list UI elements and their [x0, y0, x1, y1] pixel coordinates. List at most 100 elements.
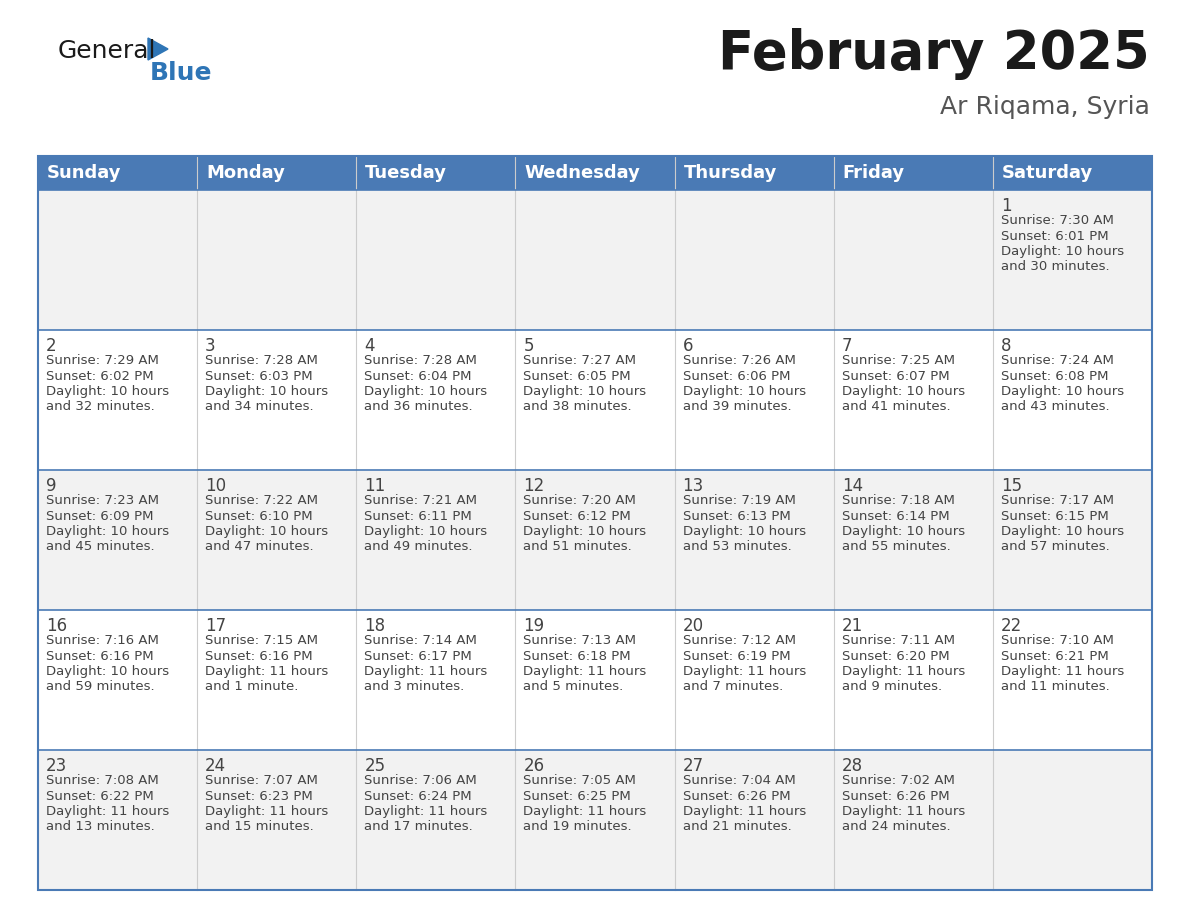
Text: Sunset: 6:06 PM: Sunset: 6:06 PM — [683, 370, 790, 383]
Text: Sunset: 6:04 PM: Sunset: 6:04 PM — [365, 370, 472, 383]
Text: Daylight: 11 hours: Daylight: 11 hours — [206, 665, 328, 678]
Text: Sunset: 6:16 PM: Sunset: 6:16 PM — [206, 650, 312, 663]
Text: Saturday: Saturday — [1001, 164, 1093, 182]
Text: and 11 minutes.: and 11 minutes. — [1000, 680, 1110, 693]
Text: Daylight: 10 hours: Daylight: 10 hours — [842, 525, 965, 538]
Text: 25: 25 — [365, 757, 385, 775]
Text: Wednesday: Wednesday — [524, 164, 640, 182]
Text: 15: 15 — [1000, 477, 1022, 495]
Text: Thursday: Thursday — [683, 164, 777, 182]
Text: February 2025: February 2025 — [719, 28, 1150, 80]
Text: Daylight: 10 hours: Daylight: 10 hours — [524, 525, 646, 538]
Text: and 32 minutes.: and 32 minutes. — [46, 400, 154, 413]
Text: Sunset: 6:19 PM: Sunset: 6:19 PM — [683, 650, 790, 663]
Text: Sunset: 6:22 PM: Sunset: 6:22 PM — [46, 789, 153, 802]
Bar — [38, 156, 1152, 190]
Text: Blue: Blue — [150, 61, 213, 85]
Text: Daylight: 11 hours: Daylight: 11 hours — [683, 805, 805, 818]
Text: and 24 minutes.: and 24 minutes. — [842, 821, 950, 834]
Text: Friday: Friday — [842, 164, 905, 182]
Text: Daylight: 10 hours: Daylight: 10 hours — [842, 385, 965, 398]
Text: Sunset: 6:07 PM: Sunset: 6:07 PM — [842, 370, 949, 383]
Text: 8: 8 — [1000, 337, 1011, 355]
Text: and 53 minutes.: and 53 minutes. — [683, 541, 791, 554]
Text: Sunrise: 7:22 AM: Sunrise: 7:22 AM — [206, 494, 318, 507]
Text: 28: 28 — [842, 757, 862, 775]
Text: Sunrise: 7:28 AM: Sunrise: 7:28 AM — [365, 354, 478, 367]
Bar — [38, 750, 1152, 890]
Text: Daylight: 10 hours: Daylight: 10 hours — [46, 525, 169, 538]
Text: 1: 1 — [1000, 197, 1011, 215]
Text: and 55 minutes.: and 55 minutes. — [842, 541, 950, 554]
Text: and 3 minutes.: and 3 minutes. — [365, 680, 465, 693]
Text: Monday: Monday — [207, 164, 285, 182]
Text: and 41 minutes.: and 41 minutes. — [842, 400, 950, 413]
Text: and 17 minutes.: and 17 minutes. — [365, 821, 473, 834]
Text: 10: 10 — [206, 477, 226, 495]
Text: Sunset: 6:26 PM: Sunset: 6:26 PM — [842, 789, 949, 802]
Text: Sunrise: 7:18 AM: Sunrise: 7:18 AM — [842, 494, 955, 507]
Text: and 13 minutes.: and 13 minutes. — [46, 821, 154, 834]
Text: Sunset: 6:14 PM: Sunset: 6:14 PM — [842, 509, 949, 522]
Text: Daylight: 10 hours: Daylight: 10 hours — [365, 525, 487, 538]
Text: 13: 13 — [683, 477, 703, 495]
Text: 11: 11 — [365, 477, 386, 495]
Text: Sunrise: 7:14 AM: Sunrise: 7:14 AM — [365, 634, 478, 647]
Text: Tuesday: Tuesday — [365, 164, 448, 182]
Text: Sunset: 6:16 PM: Sunset: 6:16 PM — [46, 650, 153, 663]
Text: and 47 minutes.: and 47 minutes. — [206, 541, 314, 554]
Text: 20: 20 — [683, 617, 703, 635]
Text: 9: 9 — [46, 477, 57, 495]
Text: Daylight: 11 hours: Daylight: 11 hours — [46, 805, 169, 818]
Text: Daylight: 10 hours: Daylight: 10 hours — [206, 525, 328, 538]
Bar — [38, 470, 1152, 610]
Text: and 21 minutes.: and 21 minutes. — [683, 821, 791, 834]
Text: 4: 4 — [365, 337, 374, 355]
Text: Sunrise: 7:05 AM: Sunrise: 7:05 AM — [524, 774, 637, 787]
Text: and 39 minutes.: and 39 minutes. — [683, 400, 791, 413]
Text: Daylight: 11 hours: Daylight: 11 hours — [842, 665, 965, 678]
Text: General: General — [58, 39, 157, 63]
Text: Sunset: 6:10 PM: Sunset: 6:10 PM — [206, 509, 312, 522]
Text: Sunset: 6:24 PM: Sunset: 6:24 PM — [365, 789, 472, 802]
Text: Sunset: 6:26 PM: Sunset: 6:26 PM — [683, 789, 790, 802]
Text: 16: 16 — [46, 617, 68, 635]
Text: Sunset: 6:13 PM: Sunset: 6:13 PM — [683, 509, 790, 522]
Text: Daylight: 11 hours: Daylight: 11 hours — [1000, 665, 1124, 678]
Text: and 38 minutes.: and 38 minutes. — [524, 400, 632, 413]
Text: Sunrise: 7:30 AM: Sunrise: 7:30 AM — [1000, 214, 1113, 227]
Text: Daylight: 10 hours: Daylight: 10 hours — [1000, 245, 1124, 258]
Text: Sunrise: 7:21 AM: Sunrise: 7:21 AM — [365, 494, 478, 507]
Text: Sunset: 6:01 PM: Sunset: 6:01 PM — [1000, 230, 1108, 242]
Text: Sunset: 6:17 PM: Sunset: 6:17 PM — [365, 650, 472, 663]
Text: 22: 22 — [1000, 617, 1022, 635]
Text: 3: 3 — [206, 337, 216, 355]
Text: Sunrise: 7:25 AM: Sunrise: 7:25 AM — [842, 354, 955, 367]
Text: Sunrise: 7:12 AM: Sunrise: 7:12 AM — [683, 634, 796, 647]
Text: and 19 minutes.: and 19 minutes. — [524, 821, 632, 834]
Text: Daylight: 11 hours: Daylight: 11 hours — [206, 805, 328, 818]
Text: Sunset: 6:25 PM: Sunset: 6:25 PM — [524, 789, 631, 802]
Text: Sunrise: 7:15 AM: Sunrise: 7:15 AM — [206, 634, 318, 647]
Text: and 43 minutes.: and 43 minutes. — [1000, 400, 1110, 413]
Text: and 51 minutes.: and 51 minutes. — [524, 541, 632, 554]
Text: and 34 minutes.: and 34 minutes. — [206, 400, 314, 413]
Text: and 15 minutes.: and 15 minutes. — [206, 821, 314, 834]
Text: Daylight: 10 hours: Daylight: 10 hours — [683, 525, 805, 538]
Text: and 57 minutes.: and 57 minutes. — [1000, 541, 1110, 554]
Text: Sunrise: 7:08 AM: Sunrise: 7:08 AM — [46, 774, 159, 787]
Text: Sunrise: 7:06 AM: Sunrise: 7:06 AM — [365, 774, 478, 787]
Text: Daylight: 10 hours: Daylight: 10 hours — [1000, 385, 1124, 398]
Text: Daylight: 11 hours: Daylight: 11 hours — [524, 805, 646, 818]
Text: 14: 14 — [842, 477, 862, 495]
Text: Sunrise: 7:29 AM: Sunrise: 7:29 AM — [46, 354, 159, 367]
Text: Daylight: 11 hours: Daylight: 11 hours — [365, 805, 487, 818]
Text: Sunrise: 7:20 AM: Sunrise: 7:20 AM — [524, 494, 637, 507]
Text: Sunrise: 7:07 AM: Sunrise: 7:07 AM — [206, 774, 318, 787]
Text: Daylight: 10 hours: Daylight: 10 hours — [46, 385, 169, 398]
Text: and 5 minutes.: and 5 minutes. — [524, 680, 624, 693]
Bar — [38, 330, 1152, 470]
Text: 12: 12 — [524, 477, 544, 495]
Text: Daylight: 11 hours: Daylight: 11 hours — [524, 665, 646, 678]
Text: Sunset: 6:15 PM: Sunset: 6:15 PM — [1000, 509, 1108, 522]
